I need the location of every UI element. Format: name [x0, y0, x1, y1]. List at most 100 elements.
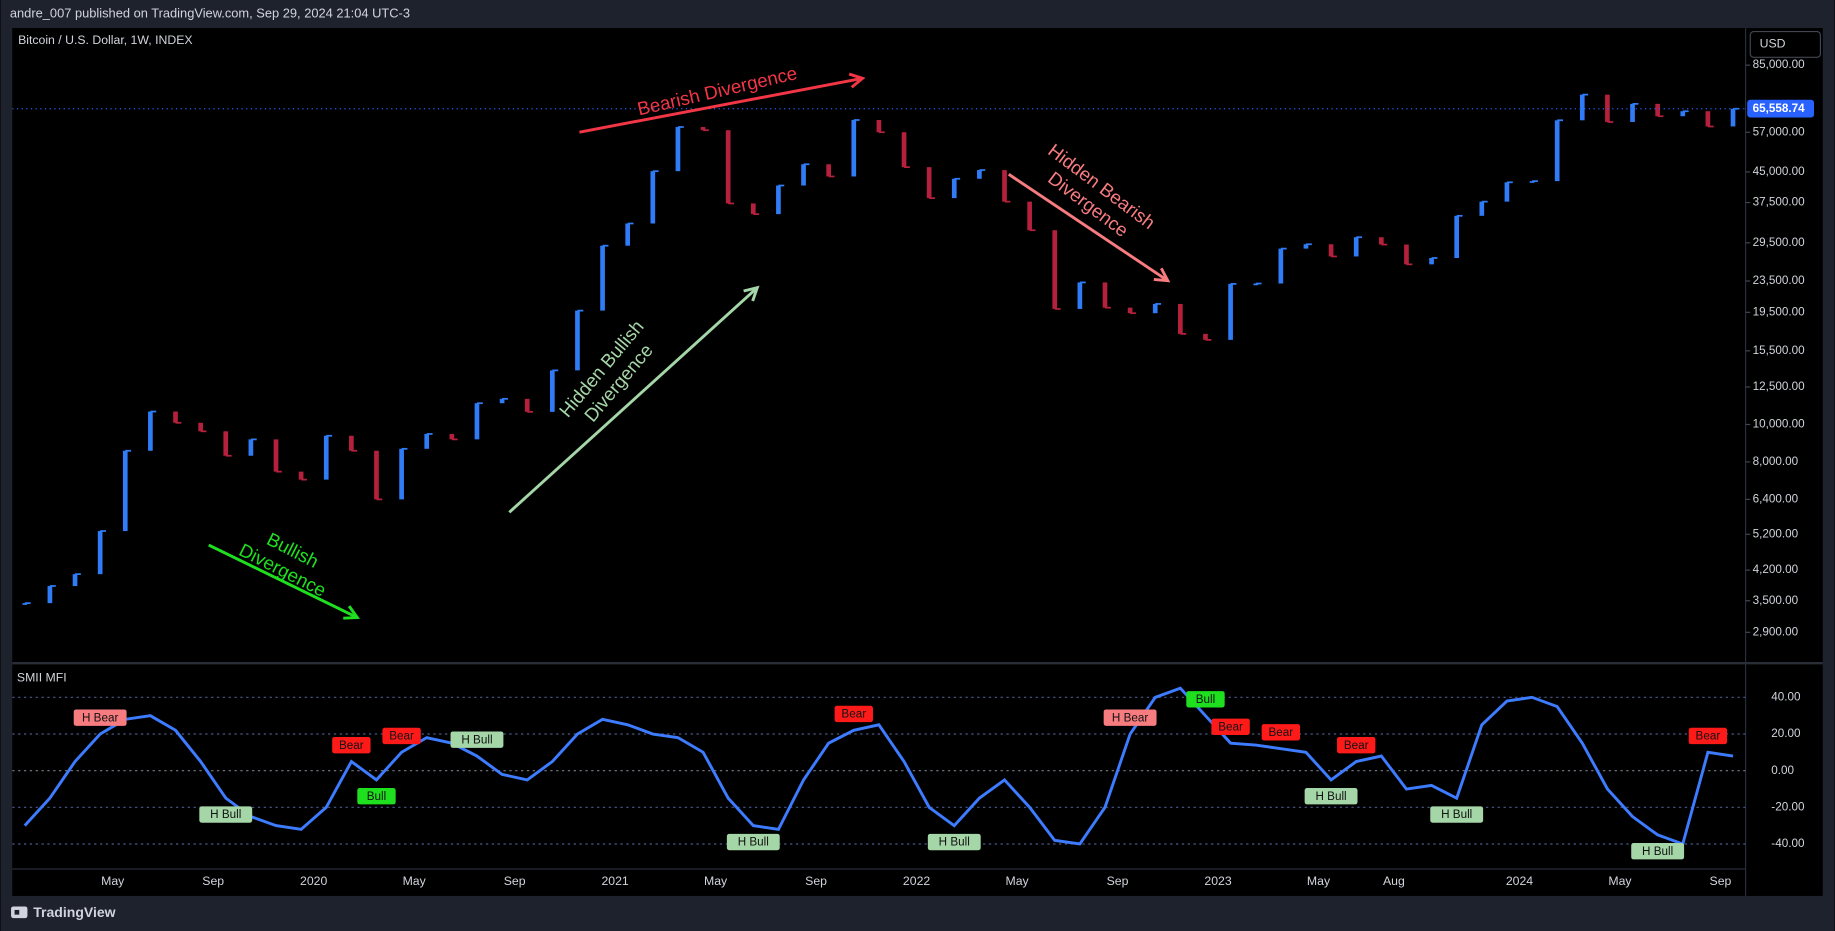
annotation-arrowhead	[1153, 267, 1171, 283]
price-bar	[725, 130, 731, 204]
axes: 85,000.00 57,000.00 45,000.00 37,500.00 29,5…	[101, 58, 1814, 888]
price-bar	[1705, 111, 1711, 127]
price-bar	[198, 422, 203, 432]
y-tick-label: 0.00	[1771, 764, 1794, 777]
signal-label: H Bear	[82, 711, 118, 724]
y-tick-label: 45,000.00	[1753, 165, 1805, 178]
price-bar	[776, 185, 781, 215]
price-bar	[122, 450, 128, 532]
signal-label: H Bull	[1315, 790, 1346, 803]
price-bar	[549, 370, 555, 412]
y-tick-label: 2,900.00	[1753, 625, 1799, 638]
y-tick-label: 6,400.00	[1753, 492, 1799, 505]
price-bar	[951, 178, 957, 199]
price-bar	[474, 403, 480, 440]
annotation-arrow	[579, 76, 863, 134]
price-bar	[1504, 182, 1510, 202]
price-bar	[298, 471, 304, 480]
price-bar	[1228, 283, 1233, 340]
x-tick-label: May	[1608, 874, 1632, 888]
price-bar	[977, 170, 982, 179]
x-tick-label: 2024	[1506, 874, 1533, 888]
currency-button[interactable]	[1749, 30, 1822, 58]
price-bar	[700, 127, 706, 131]
x-tick-label: Sep	[202, 874, 224, 888]
signal-badge	[199, 806, 253, 823]
price-bar	[1077, 282, 1083, 309]
price-bar	[625, 223, 631, 246]
price-bar	[1730, 108, 1736, 127]
y-tick-label: 57,000.00	[1753, 125, 1805, 138]
price-bar	[750, 203, 756, 215]
price-bar	[323, 435, 329, 480]
signal-badge	[382, 727, 421, 745]
x-tick-label: 2021	[601, 874, 628, 888]
x-tick-label: May	[704, 874, 728, 888]
price-bar	[876, 120, 882, 133]
y-tick-label: 3,500.00	[1753, 594, 1799, 607]
price-bar	[273, 439, 279, 472]
price-bar	[1404, 244, 1409, 265]
currency[interactable]: USD	[1760, 37, 1786, 51]
signal-label: Bear	[841, 708, 866, 721]
price-bar	[449, 433, 455, 440]
x-tick-label: Sep	[504, 874, 526, 888]
signal-badge	[1304, 788, 1358, 805]
publisher: andre_007 published on TradingView.com, …	[10, 5, 410, 20]
signal-label: Bear	[1268, 726, 1293, 739]
chart-area	[12, 28, 1823, 896]
signal-label: Bear	[1344, 739, 1369, 752]
price-bar	[248, 439, 254, 456]
price-bar	[1052, 230, 1058, 309]
y-tick-label: 15,500.00	[1753, 344, 1805, 357]
signal-label: H Bull	[461, 733, 492, 746]
y-tick-label: 23,500.00	[1753, 274, 1805, 287]
signal-badge	[1261, 724, 1301, 741]
y-tick-label: 12,500.00	[1753, 380, 1805, 393]
x-tick-label: 2022	[903, 874, 930, 888]
price-bar	[926, 167, 932, 199]
price-bar	[1454, 215, 1460, 259]
symbol-title: Bitcoin / U.S. Dollar, 1W, INDEX	[18, 33, 193, 47]
x-tick-label: 2020	[300, 874, 327, 888]
price-bar	[1278, 248, 1284, 284]
signal-badge	[450, 731, 504, 748]
signal-label: Bull	[1196, 693, 1215, 706]
price-bar	[901, 132, 907, 168]
signal-badge	[1337, 736, 1376, 754]
price-bar	[1353, 237, 1359, 257]
y-tick-label: 5,200.00	[1753, 527, 1799, 540]
x-tick-label: May	[101, 874, 125, 888]
y-tick-label: 4,200.00	[1753, 563, 1799, 576]
price-bar	[575, 310, 580, 371]
smi-line	[23, 686, 1734, 846]
signal-label: Bear	[1218, 720, 1243, 733]
y-tick-label: -20.00	[1771, 800, 1805, 813]
y-tick-label: -40.00	[1771, 837, 1805, 850]
x-tick-label: Aug	[1383, 874, 1405, 888]
signal-badge	[357, 788, 396, 805]
y-tick-label: 40.00	[1771, 690, 1801, 703]
price-bar	[1027, 201, 1032, 231]
x-tick-label: May	[1005, 874, 1029, 888]
indicator-title: SMII MFI	[17, 671, 67, 685]
price-bar	[1303, 244, 1309, 249]
annotation-arrowhead	[743, 285, 760, 302]
price-bar	[1002, 170, 1007, 202]
price-bar	[1579, 94, 1585, 121]
price-bar	[650, 171, 656, 224]
signal-label: Bull	[367, 790, 386, 803]
price-bar	[826, 164, 832, 177]
price-bar	[600, 245, 605, 311]
signal-badge	[1186, 691, 1225, 708]
signal-label: H Bull	[939, 836, 970, 849]
signal-badge	[73, 709, 127, 726]
x-tick-label: May	[403, 874, 427, 888]
price-bar	[801, 164, 806, 186]
signal-label: Bear	[1696, 730, 1721, 743]
price-bar	[851, 120, 857, 177]
signal-badge	[726, 833, 780, 851]
y-tick-label: 10,000.00	[1753, 418, 1805, 431]
tv-logo	[11, 906, 28, 919]
